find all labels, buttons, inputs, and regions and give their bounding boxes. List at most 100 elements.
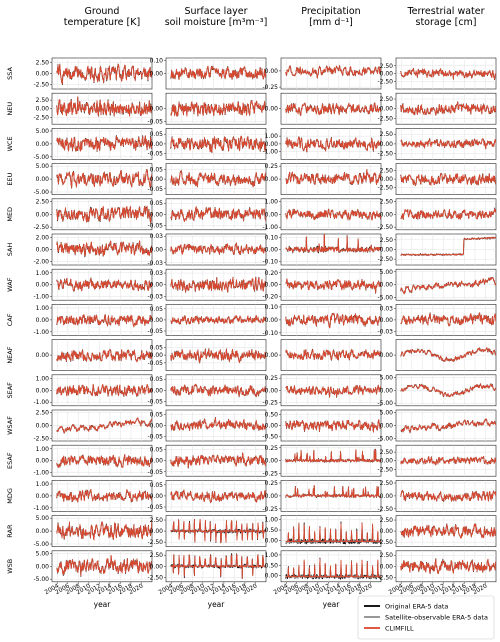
series-line-climfill [400, 173, 496, 186]
series-line-climfill [170, 65, 266, 80]
column-title-3-line-1: storage [cm] [416, 17, 477, 28]
region-label-RAR: RAR [6, 524, 14, 538]
y-tick-label: 1.00 [265, 552, 279, 559]
y-tick-label: 0.00 [150, 493, 164, 500]
y-tick-label: -1.00 [33, 470, 49, 477]
y-tick-label: 0.00 [265, 493, 279, 500]
panel-NEU-2: 0.00 [265, 92, 382, 125]
panel-SAH-0: 2.00 0.00 -2.00 [33, 233, 153, 265]
series-line-climfill [170, 314, 266, 325]
y-tick-label: -5.00 [33, 154, 49, 161]
region-label-SSA: SSA [6, 67, 14, 80]
series-line-climfill [56, 489, 152, 503]
y-tick-label: 0.05 [150, 482, 164, 489]
y-tick-label: -0.05 [147, 434, 163, 441]
panel-SEAF-1: 0.05 0.00 -0.05 [147, 374, 267, 407]
series-line-climfill [56, 417, 152, 434]
y-tick-label: -0.05 [147, 151, 163, 158]
series-line-climfill [170, 489, 266, 503]
legend-label-original: Original ERA-5 data [385, 603, 448, 611]
y-tick-label: 1.00 [36, 481, 50, 488]
series-line-climfill [285, 136, 381, 153]
series-line-climfill [170, 417, 266, 431]
series-line-climfill [400, 236, 496, 256]
y-tick-label: 0.00 [36, 141, 50, 148]
y-tick-label: 0.00 [380, 211, 394, 218]
y-tick-label: -0.03 [147, 260, 163, 267]
y-tick-label: -0.10 [262, 330, 278, 337]
y-tick-label: 1.00 [36, 270, 50, 277]
panel-SEAF-0: 1.00 0.00 -1.00 [33, 374, 153, 406]
panel-SSA-2: 0.00 -0.25 [262, 57, 382, 91]
y-tick-label: 5.00 [36, 128, 50, 135]
region-label-SAH: SAH [6, 243, 14, 257]
y-tick-label: -0.03 [377, 329, 393, 336]
y-tick-label: 0.00 [150, 352, 164, 359]
y-tick-label: -2.50 [33, 114, 49, 121]
panel-EEU-1: 0.05 0.00 -0.05 [147, 163, 267, 195]
y-tick-label: -2.50 [147, 539, 163, 546]
y-tick-label: 0.05 [150, 166, 164, 173]
y-tick-label: 2.50 [150, 517, 164, 524]
y-tick-label: 0.00 [380, 352, 394, 359]
y-tick-label: 5.00 [380, 374, 394, 381]
panel-SEAF-3: 5.00 0.00 -5.00 [377, 374, 497, 407]
panel-ESAF-2: 0.25 0.00 -0.25 [262, 445, 382, 478]
panel-CAF-0: 1.00 0.00 -1.00 [33, 304, 153, 336]
y-tick-label: 0.00 [265, 211, 279, 218]
panel-RAR-0: 5.00 0.00 -5.00 [33, 515, 153, 548]
panel-SSA-3: 2.500.00-2.50 [377, 57, 497, 90]
y-tick-label: 0.03 [150, 270, 164, 277]
panel-WSB-1: 2.50 0.00 -2.50 [147, 550, 267, 583]
y-tick-label: 1.00 [265, 517, 279, 524]
region-label-WAF: WAF [6, 277, 14, 292]
y-tick-label: 0.50 [265, 527, 279, 534]
panel-MDG-1: 0.05 0.00 -0.05 [147, 480, 267, 512]
series-line-climfill [400, 523, 496, 539]
series-line-climfill [400, 347, 496, 362]
x-axis-label: year [94, 600, 112, 609]
y-tick-label: 0.00 [36, 493, 50, 500]
y-tick-label: 0.00 [150, 528, 164, 535]
y-tick-label: -0.03 [147, 293, 163, 300]
panel-EEU-2: 0.25 0.00 [265, 163, 382, 195]
series-line-climfill [400, 558, 496, 575]
y-tick-label: 0.05 [150, 447, 164, 454]
panel-WSAF-1: 0.05 0.00 -0.05 [147, 409, 267, 442]
y-tick-label: -2.50 [377, 256, 393, 263]
series-line-climfill [285, 278, 381, 294]
y-tick-label: -0.05 [147, 360, 163, 367]
panel-RAR-2: 1.00 0.50 0.00 [265, 515, 382, 547]
y-tick-label: 0.00 [150, 211, 164, 218]
y-tick-label: -0.20 [262, 294, 278, 301]
y-tick-label: -2.50 [377, 115, 393, 122]
series-line-climfill [170, 383, 266, 397]
y-tick-label: 5.00 [36, 550, 50, 557]
panel-WAF-3: 5.00 0.00 -5.00 [377, 269, 497, 302]
series-line-climfill [56, 454, 152, 468]
y-tick-label: 0.00 [150, 563, 164, 570]
series-line-climfill [285, 485, 381, 498]
y-tick-label: 0.00 [265, 247, 279, 254]
panel-SAH-1: 0.03 0.00 -0.03 [147, 233, 267, 267]
series-line-climfill [285, 209, 381, 221]
y-tick-label: 0.00 [36, 423, 50, 430]
panel-WSB-2: 1.00 0.50 0.00 [265, 550, 382, 583]
series-line-climfill [170, 277, 266, 293]
y-tick-label: 0.00 [380, 282, 394, 289]
panel-WSB-3: 2.50 0.00 -2.50 [377, 550, 497, 583]
y-tick-label: -2.50 [377, 506, 393, 513]
y-tick-label: 2.50 [380, 480, 394, 487]
y-tick-label: -2.50 [377, 151, 393, 158]
y-tick-label: 1.00 [36, 375, 50, 382]
panel-CAF-3: 0.03 0.00 -0.03 [377, 304, 497, 336]
panel-NEU-3: 2.50 0.00 -2.50 [377, 92, 497, 125]
y-tick-label: 0.00 [265, 141, 279, 148]
series-line-climfill [400, 418, 496, 433]
panel-MDG-3: 2.50 0.00 -2.50 [377, 480, 497, 513]
panel-NEAF-1: 0.050.00-0.05 [147, 339, 267, 371]
column-title-0-line-1: temperature [K] [64, 17, 140, 28]
y-tick-label: -0.05 [147, 186, 163, 193]
y-tick-label: -2.50 [377, 466, 393, 473]
